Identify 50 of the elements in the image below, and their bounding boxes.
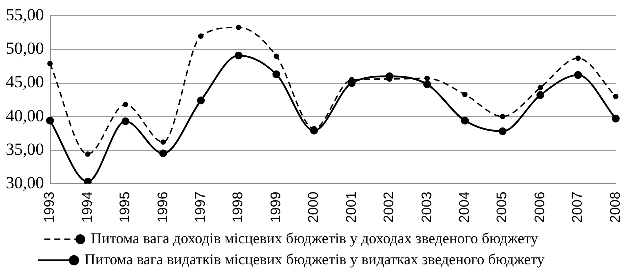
- y-tick-label: 40,00: [6, 106, 44, 126]
- point: [160, 150, 168, 158]
- point: [84, 178, 92, 184]
- point: [197, 96, 206, 105]
- point: [48, 61, 53, 67]
- point: [498, 128, 507, 136]
- point: [500, 114, 506, 120]
- point: [234, 52, 243, 60]
- x-tick-label: 2003: [418, 192, 434, 224]
- point: [85, 152, 91, 158]
- x-tick-label: 2004: [456, 192, 472, 224]
- point: [574, 71, 582, 80]
- point: [576, 56, 581, 62]
- legend-label: Питома вага доходів місцевих бюджетів у доходах зведеного бюджету: [91, 231, 539, 248]
- x-tick-label: 2001: [342, 192, 359, 224]
- point: [613, 94, 619, 100]
- x-tick-label: 1999: [267, 192, 284, 224]
- legend-label: Питома вага видатків місцевих бюджетів у видатках зведеного бюджету: [84, 252, 546, 268]
- point: [536, 91, 544, 100]
- point: [462, 92, 468, 98]
- point: [424, 76, 430, 82]
- point: [538, 85, 544, 91]
- x-tick-label: 2008: [606, 192, 623, 224]
- x-tick-label: 2006: [531, 192, 548, 224]
- point: [122, 102, 128, 108]
- x-tick-label: 1993: [41, 192, 58, 224]
- point: [424, 80, 432, 89]
- x-tick-label: 2007: [569, 192, 586, 224]
- x-tick-label: 1995: [116, 192, 133, 224]
- y-tick-label: 55,00: [6, 6, 44, 25]
- x-tick-label: 1996: [154, 192, 170, 224]
- x-tick-label: 2000: [305, 192, 322, 224]
- point: [160, 140, 166, 145]
- point: [198, 34, 204, 40]
- point: [46, 116, 54, 125]
- x-tick-label: 2005: [494, 192, 510, 224]
- point: [236, 24, 242, 30]
- y-tick-label: 35,00: [6, 140, 44, 159]
- x-tick-label: 1994: [78, 192, 95, 224]
- point: [461, 116, 470, 125]
- point: [274, 54, 280, 60]
- x-tick-label: 2002: [380, 192, 397, 224]
- y-tick-label: 50,00: [6, 39, 44, 58]
- point: [272, 70, 280, 78]
- point: [122, 118, 130, 126]
- x-tick-label: 1998: [230, 192, 246, 224]
- x-tick-label: 1997: [192, 192, 208, 224]
- y-tick-label: 45,00: [6, 72, 44, 92]
- y-tick-label: 30,00: [6, 173, 44, 192]
- point: [612, 114, 620, 123]
